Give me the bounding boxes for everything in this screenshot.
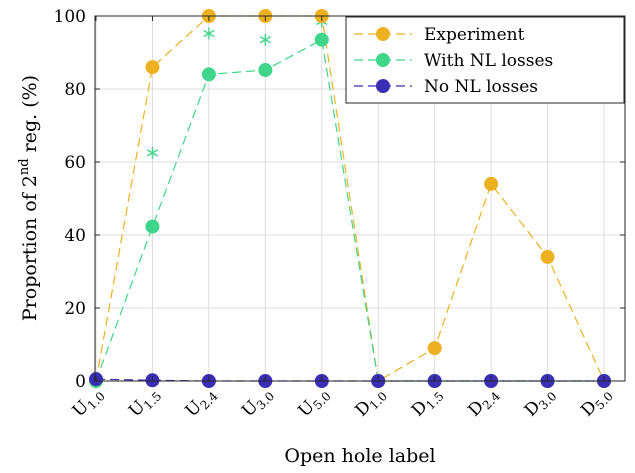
y-tick-label: 100 — [54, 7, 86, 27]
x-tick-label: U5.0 — [295, 383, 334, 422]
y-tick-label: 80 — [64, 80, 86, 100]
series-point-1 — [258, 63, 273, 78]
legend-marker-0 — [376, 27, 390, 41]
x-tick-label: D2.4 — [464, 383, 503, 422]
x-axis-label: Open hole label — [284, 445, 435, 467]
series-point-0 — [484, 176, 499, 191]
series-line-0 — [95, 15, 605, 382]
star-markers — [146, 15, 328, 159]
series-point-1 — [314, 32, 329, 47]
x-tick-label: D1.0 — [351, 383, 390, 422]
x-tick-label: U3.0 — [238, 383, 277, 422]
asterisk-stroke — [203, 29, 215, 38]
legend-marker-1 — [376, 53, 390, 67]
y-tick-label: 0 — [75, 372, 86, 392]
x-tick-label: U2.4 — [182, 383, 221, 422]
asterisk-point — [203, 27, 215, 40]
legend-label-0: Experiment — [424, 25, 525, 45]
y-tick-label: 20 — [64, 299, 86, 319]
x-tick-label: D1.5 — [408, 383, 447, 422]
x-tick-label: U1.5 — [125, 383, 164, 422]
x-tick-label: D3.0 — [521, 383, 560, 422]
series-point-0 — [145, 60, 160, 75]
legend-marker-2 — [376, 79, 390, 93]
series-point-0 — [540, 249, 555, 264]
legend-label-2: No NL losses — [424, 77, 538, 97]
asterisk-stroke — [259, 36, 271, 44]
series-point-1 — [145, 219, 160, 234]
asterisk-point — [259, 33, 271, 46]
legend: Experiment With NL losses No NL losses — [345, 16, 625, 104]
series-point-1 — [201, 67, 216, 82]
y-axis-ticks: 0 20 40 60 80 100 — [54, 7, 625, 392]
y-axis-label: Proportion of 2nd reg. (%) — [17, 75, 41, 321]
legend-label-1: With NL losses — [424, 51, 553, 71]
y-tick-label: 40 — [64, 226, 86, 246]
plot-frame — [94, 15, 626, 382]
y-tick-label: 60 — [64, 153, 86, 173]
series-line-1 — [95, 38, 604, 382]
x-tick-label: D5.0 — [577, 383, 616, 422]
legend-box — [345, 16, 625, 104]
asterisk-point — [146, 146, 158, 159]
asterisk-stroke — [146, 149, 158, 157]
series-point-0 — [427, 341, 442, 356]
